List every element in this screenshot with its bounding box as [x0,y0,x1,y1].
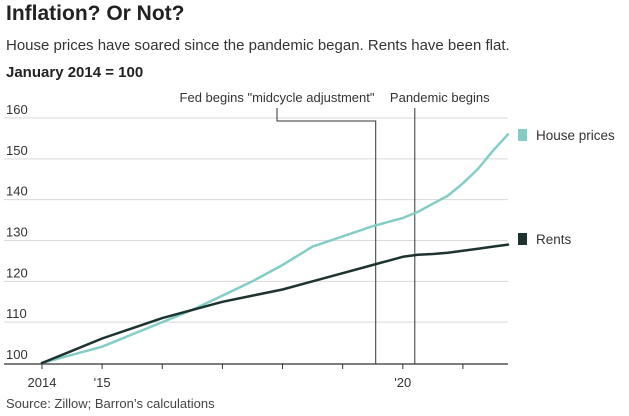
annotation-label: Pandemic begins [390,90,490,105]
annotations: Fed begins "midcycle adjustment" Pandemic… [180,90,490,364]
x-tick-label: '20 [394,375,411,390]
y-tick-label: 160 [6,102,28,117]
y-tick-label: 150 [6,143,28,158]
legend-label: Rents [536,232,572,247]
chart-subtitle: House prices have soared since the pande… [6,37,510,54]
index-base-label: January 2014 = 100 [6,64,144,81]
y-tick-label: 110 [6,306,27,321]
y-axis-ticks: 100 110 120 130 140 150 160 [6,102,28,362]
legend-swatch [518,233,527,245]
y-tick-label: 100 [6,347,28,362]
gridlines [4,117,508,323]
x-axis: 2014 '15 '20 [4,363,508,390]
legend-label: House prices [536,128,615,143]
y-tick-label: 140 [6,184,28,199]
series-lines [40,133,510,365]
legend: House prices Rents [518,128,615,247]
annotation-label: Fed begins "midcycle adjustment" [180,90,375,105]
chart-title: Inflation? Or Not? [6,2,185,25]
x-tick-label: '15 [94,375,111,390]
source-note: Source: Zillow; Barron’s calculations [6,396,215,411]
y-tick-label: 130 [6,225,28,240]
x-tick-label: 2014 [28,375,57,390]
series-line [40,243,510,365]
legend-swatch [518,129,527,141]
series-line [40,133,510,365]
y-tick-label: 120 [6,265,28,280]
annotation-line [276,108,377,364]
